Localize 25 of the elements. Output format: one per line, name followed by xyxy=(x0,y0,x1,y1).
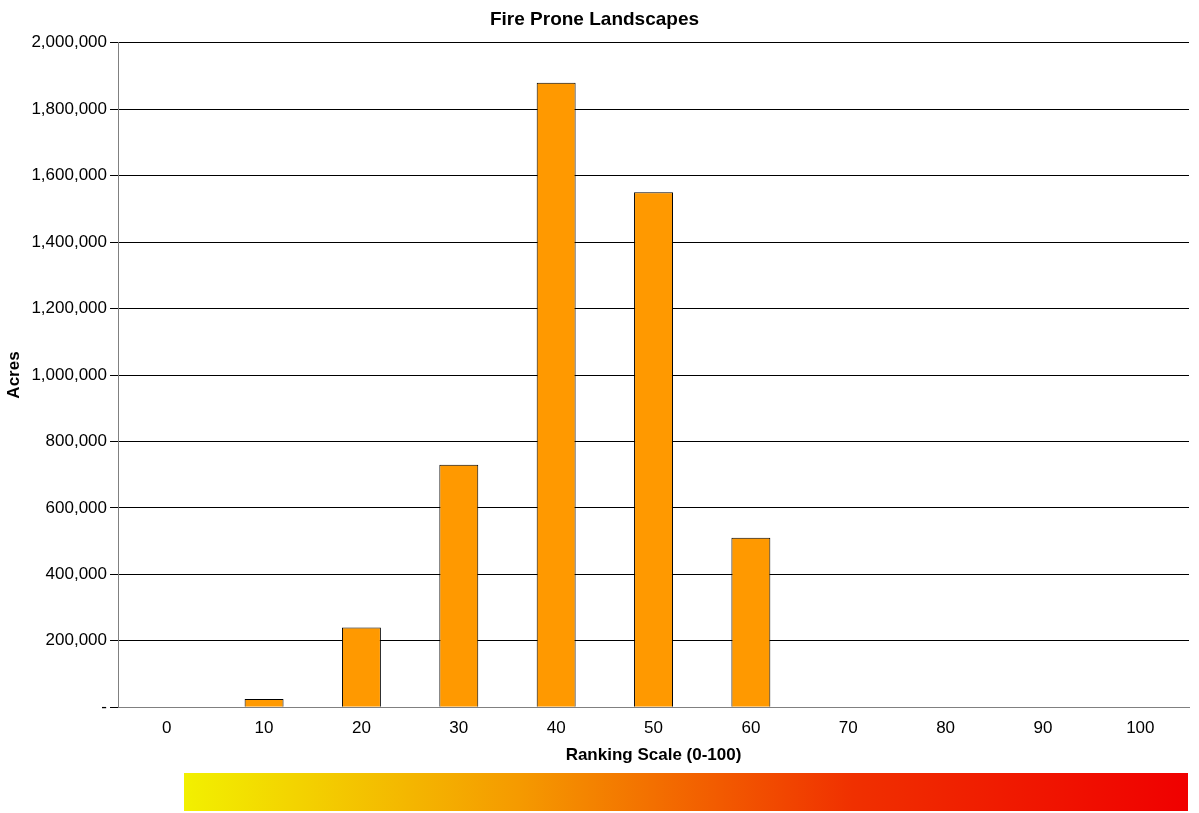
x-tick-label: 50 xyxy=(644,718,663,738)
y-tick-label: 1,200,000 xyxy=(31,298,108,318)
y-axis-title: Acres xyxy=(3,351,23,399)
chart-title: Fire Prone Landscapes xyxy=(489,7,700,29)
x-tick-label: 20 xyxy=(351,718,371,738)
y-tick-label: 200,000 xyxy=(45,630,108,650)
y-tick-label: 800,000 xyxy=(45,431,108,451)
y-tick-label: 400,000 xyxy=(45,564,108,584)
y-tick-label: 1,000,000 xyxy=(31,364,108,384)
x-tick-label: 0 xyxy=(161,718,172,738)
y-tick-label: - xyxy=(101,696,108,716)
x-tick-label: 90 xyxy=(1033,718,1053,738)
x-tick-label: 100 xyxy=(1126,718,1155,738)
x-axis-title: Ranking Scale (0-100) xyxy=(565,745,742,765)
y-tick-label: 1,400,000 xyxy=(31,231,108,251)
x-tick-label: 40 xyxy=(546,718,566,738)
y-tick-label: 2,000,000 xyxy=(31,32,108,52)
y-tick-label: 1,600,000 xyxy=(31,165,108,185)
x-tick-label: 30 xyxy=(449,718,469,738)
x-tick-label: 80 xyxy=(936,718,956,738)
y-tick-label: 1,800,000 xyxy=(31,98,108,118)
x-tick-label: 10 xyxy=(254,718,274,738)
x-tick-label: 70 xyxy=(838,718,858,738)
y-tick-label: 600,000 xyxy=(45,497,108,517)
x-tick-label: 60 xyxy=(741,718,761,738)
